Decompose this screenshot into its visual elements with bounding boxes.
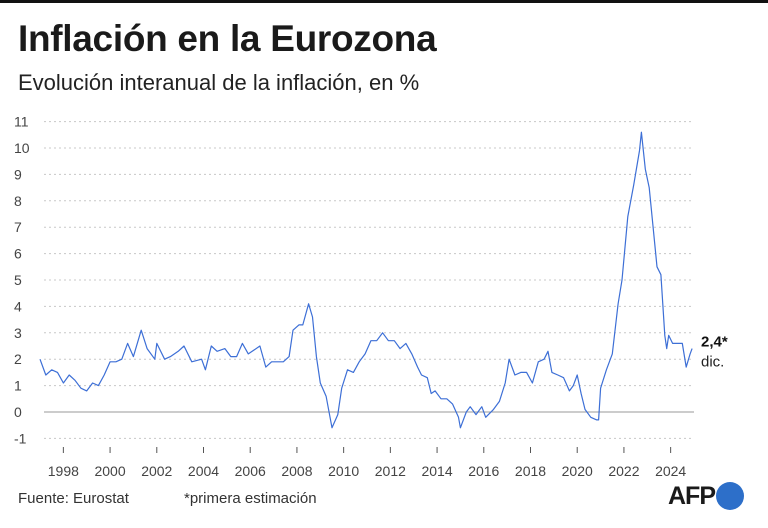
estimate-note: *primera estimación xyxy=(184,490,317,507)
x-tick-label: 2002 xyxy=(141,463,172,479)
x-tick-label: 2020 xyxy=(562,463,593,479)
x-tick-label: 2014 xyxy=(421,463,452,479)
x-tick-label: 2004 xyxy=(188,463,219,479)
x-tick-label: 2010 xyxy=(328,463,359,479)
y-tick-label: 8 xyxy=(14,193,22,209)
y-tick-label: 9 xyxy=(14,166,22,182)
y-tick-label: 11 xyxy=(14,114,29,130)
last-value-label: 2,4* xyxy=(701,334,728,351)
y-tick-label: 7 xyxy=(14,219,22,235)
afp-logo: AFP xyxy=(668,480,744,512)
gridlines xyxy=(44,121,694,439)
y-tick-label: -1 xyxy=(14,430,27,446)
last-date-label: dic. xyxy=(701,354,724,371)
y-axis-ticks: -1 0 1 2 3 4 5 6 7 8 9 10 11 xyxy=(14,114,30,447)
y-tick-label: 6 xyxy=(14,246,22,262)
x-axis-ticks: 1998 2000 2002 2004 2006 2008 2010 2012 2014 2016… xyxy=(48,447,686,479)
y-tick-label: 10 xyxy=(14,140,30,156)
y-tick-label: 0 xyxy=(14,404,22,420)
x-tick-label: 2024 xyxy=(655,463,686,479)
x-tick-label: 2022 xyxy=(608,463,639,479)
x-tick-label: 2016 xyxy=(468,463,499,479)
x-tick-label: 1998 xyxy=(48,463,79,479)
inflation-series-line xyxy=(39,131,693,429)
x-tick-label: 2006 xyxy=(235,463,266,479)
x-tick-label: 2018 xyxy=(515,463,546,479)
source-note: Fuente: Eurostat xyxy=(18,490,129,507)
chart-title: Inflación en la Eurozona xyxy=(18,18,437,59)
top-rule xyxy=(0,0,768,3)
chart-subtitle: Evolución interanual de la inflación, en… xyxy=(18,70,420,95)
x-tick-label: 2000 xyxy=(94,463,125,479)
y-tick-label: 5 xyxy=(14,272,22,288)
y-tick-label: 3 xyxy=(14,325,22,341)
x-tick-label: 2008 xyxy=(281,463,312,479)
x-tick-label: 2012 xyxy=(375,463,406,479)
y-tick-label: 4 xyxy=(14,298,22,314)
y-tick-label: 1 xyxy=(14,378,22,394)
y-tick-label: 2 xyxy=(14,351,22,367)
afp-logo-text: AFP xyxy=(668,481,716,510)
afp-logo-dot xyxy=(716,482,744,510)
